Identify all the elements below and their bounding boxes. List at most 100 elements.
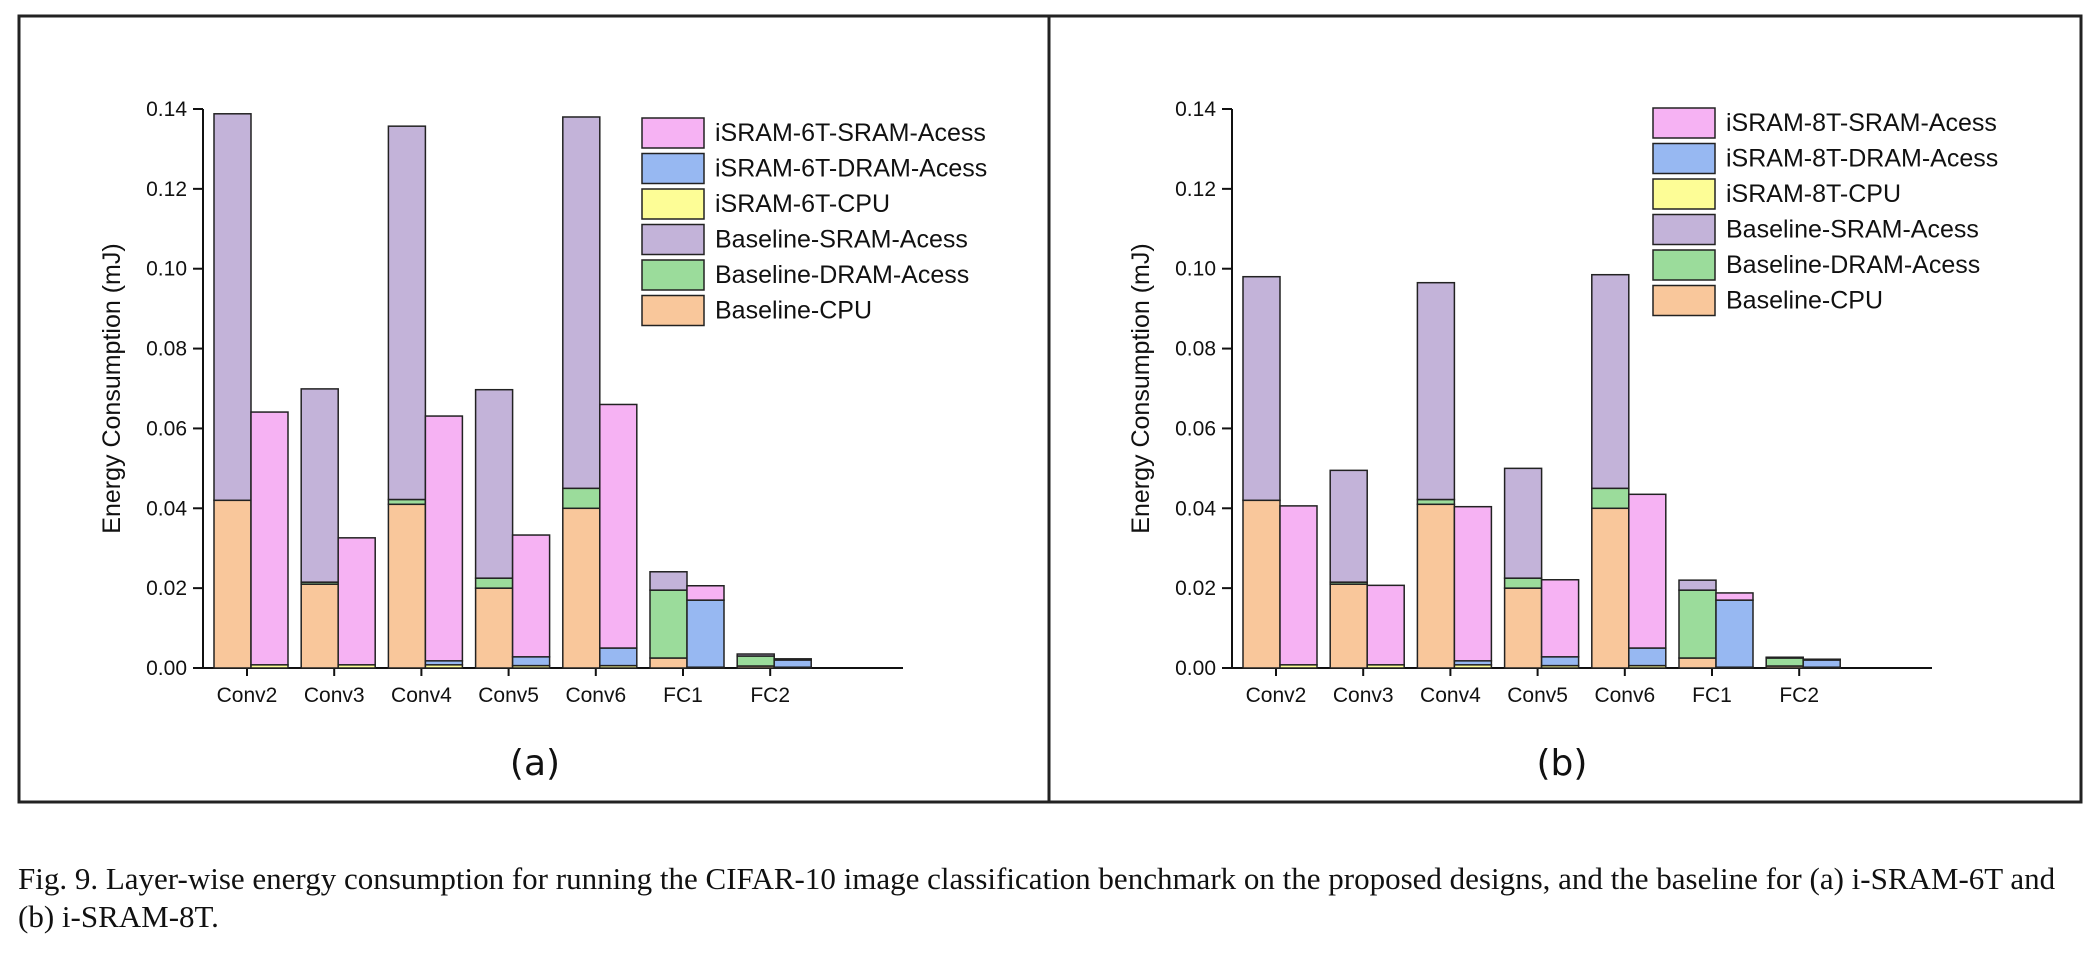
isram-sram-bar-fc1 [1715,592,1754,601]
legend-label: Baseline-DRAM-Acess [1726,251,1980,279]
legend-swatch [641,152,705,185]
baseline-dram-bar-conv5 [1503,577,1543,589]
legend-swatch [641,294,705,327]
baseline-sram-bar-conv3 [300,388,339,583]
x-tick-label: Conv4 [1420,684,1481,707]
baseline-cpu-bar-conv6 [562,507,601,669]
figure-caption: Fig. 9. Layer-wise energy consumption fo… [18,861,2056,934]
baseline-cpu-bar-conv2 [213,499,252,669]
isram-dram-bar-conv5 [1540,656,1580,667]
x-tick-label: Conv3 [1333,684,1394,707]
legend-swatch [641,117,705,149]
legend-label: Baseline-CPU [1726,287,1883,315]
baseline-sram-bar-conv6 [1591,273,1630,490]
stacked-bar-charts: 0.00 0.02 0.04 0.06 0.08 0.10 0.12 0.14 Energy C… [17,14,2083,804]
y-tick-label: 0.12 [146,178,187,201]
y-tick-label: 0.00 [146,657,187,680]
isram-sram-bar-conv6 [1628,493,1667,649]
baseline-sram-bar-conv4 [1416,281,1456,501]
baseline-sram-bar-fc2 [736,653,775,657]
y-tick-label: 0.02 [146,577,187,600]
baseline-sram-bar-fc1 [1678,579,1717,591]
legend-label: Baseline-SRAM-Acess [1726,216,1979,244]
isram-dram-bar-conv5 [511,656,551,667]
isram-sram-bar-conv2 [250,411,289,666]
baseline-sram-bar-conv2 [1242,275,1281,502]
legend-label: iSRAM-6T-DRAM-Acess [715,155,987,183]
y-tick-label: 0.14 [1175,98,1216,121]
x-tick-label: FC1 [663,684,703,707]
baseline-cpu-bar-conv3 [300,583,339,669]
isram-sram-bar-conv4 [1453,505,1493,662]
isram-sram-bar-conv6 [599,403,638,649]
baseline-dram-bar-conv6 [1591,487,1630,510]
x-tick-label: Conv5 [1507,684,1568,707]
baseline-cpu-bar-conv4 [387,503,427,669]
baseline-sram-bar-conv5 [474,388,514,579]
legend-swatch [1652,142,1716,175]
isram-sram-bar-conv5 [511,534,551,658]
legend-label: Baseline-CPU [715,297,872,325]
isram-dram-bar-fc2 [773,659,812,668]
y-tick-label: 0.10 [146,258,187,281]
legend-swatch [641,223,705,256]
isram-sram-bar-conv4 [424,415,464,662]
baseline-sram-bar-conv6 [562,116,601,490]
legend-swatch [1652,284,1716,317]
legend-swatch [641,188,705,220]
y-tick-label: 0.08 [1175,338,1216,361]
baseline-cpu-bar-conv6 [1591,507,1630,669]
baseline-dram-bar-fc2 [1765,657,1804,667]
y-axis-label: Energy Consumption (mJ) [1127,243,1155,533]
y-tick-label: 0.04 [146,497,187,520]
baseline-dram-bar-fc1 [649,589,688,659]
legend-label: Baseline-SRAM-Acess [715,226,968,254]
y-tick-label: 0.12 [1175,178,1216,201]
panel-frames [17,14,2083,804]
x-tick-label: Conv5 [478,684,539,707]
x-tick-label: FC1 [1692,684,1732,707]
baseline-sram-bar-fc1 [649,571,688,591]
panel-label: (b) [1537,743,1588,784]
baseline-cpu-bar-conv3 [1329,583,1368,669]
baseline-sram-bar-conv4 [387,125,427,501]
isram-dram-bar-fc1 [1715,599,1754,668]
baseline-cpu-bar-fc1 [1678,657,1717,669]
baseline-dram-bar-fc2 [736,655,775,667]
baseline-sram-bar-conv5 [1503,467,1543,579]
legend-label: Baseline-DRAM-Acess [715,261,969,289]
baseline-sram-bar-conv2 [213,113,252,502]
isram-dram-bar-fc2 [1802,659,1841,668]
isram-sram-bar-conv3 [337,537,376,666]
legend-label: iSRAM-6T-CPU [715,190,890,218]
y-tick-label: 0.04 [1175,497,1216,520]
baseline-cpu-bar-fc1 [649,657,688,669]
figure-panels: 0.00 0.02 0.04 0.06 0.08 0.10 0.12 0.14 Energy C… [17,14,2083,804]
baseline-cpu-bar-conv5 [1503,587,1543,669]
legend-label: iSRAM-8T-SRAM-Acess [1726,109,1997,137]
x-tick-label: Conv6 [1594,684,1655,707]
x-tick-label: Conv3 [304,684,365,707]
isram-sram-bar-fc2 [773,658,812,661]
baseline-cpu-bar-conv2 [1242,499,1281,669]
chart-panel-a: 0.00 0.02 0.04 0.06 0.08 0.10 0.12 0.14 Energy C… [98,98,987,784]
baseline-sram-bar-fc2 [1765,656,1804,659]
baseline-dram-bar-conv5 [474,577,514,589]
isram-sram-bar-conv2 [1279,505,1318,666]
y-tick-label: 0.10 [1175,258,1216,281]
y-axis-label: Energy Consumption (mJ) [98,243,126,533]
isram-dram-bar-conv6 [1628,647,1667,667]
isram-sram-bar-conv5 [1540,579,1580,658]
baseline-dram-bar-conv6 [562,487,601,510]
legend-swatch [1652,107,1716,139]
legend-swatch [1652,213,1716,246]
x-tick-label: Conv4 [391,684,452,707]
legend-swatch [641,259,705,291]
isram-dram-bar-fc1 [686,599,725,668]
y-tick-label: 0.06 [1175,417,1216,440]
isram-sram-bar-fc1 [686,584,725,601]
legend-label: iSRAM-6T-SRAM-Acess [715,119,986,147]
x-tick-label: Conv2 [1246,684,1307,707]
y-tick-label: 0.00 [1175,657,1216,680]
x-tick-label: Conv2 [217,684,278,707]
